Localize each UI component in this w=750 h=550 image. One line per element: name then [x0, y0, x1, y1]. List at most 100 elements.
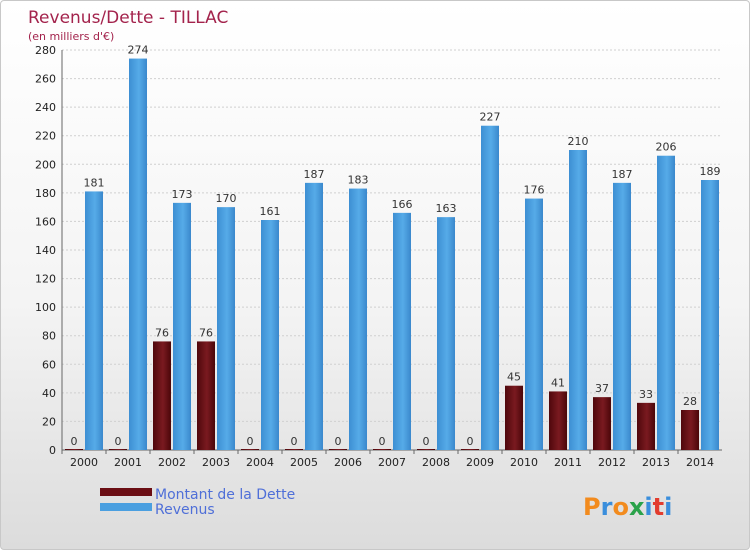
data-labels: 0 181 0 274 76 173 76 170 0 161 0 187 0 183 0 166 0 163 0 2… [71, 44, 721, 448]
bar-revenus [305, 182, 323, 450]
bar-dette [109, 449, 127, 450]
bar-revenus [173, 202, 191, 450]
bar-revenus [349, 188, 367, 451]
label-revenus: 210 [568, 135, 589, 148]
bar-revenus [569, 150, 587, 450]
y-tick-label: 180 [35, 187, 56, 200]
y-tick-label: 240 [35, 101, 56, 114]
label-dette: 0 [379, 435, 386, 448]
bar-dette [285, 449, 303, 450]
x-tick-label: 2007 [378, 456, 406, 469]
bar-revenus [525, 198, 543, 450]
logo-text: Proxiti [583, 493, 672, 521]
x-tick-label: 2001 [114, 456, 142, 469]
y-tick-label: 100 [35, 301, 56, 314]
label-revenus: 206 [656, 141, 677, 154]
x-tick-label: 2014 [686, 456, 714, 469]
y-tick-label: 260 [35, 73, 56, 86]
bar-revenus [481, 125, 499, 450]
label-revenus: 161 [260, 205, 281, 218]
label-dette: 0 [291, 435, 298, 448]
label-revenus: 181 [84, 176, 105, 189]
label-revenus: 227 [480, 111, 501, 124]
legend-label-revenus: Revenus [155, 502, 215, 518]
legend-swatch-dette [100, 488, 152, 496]
bar-revenus [217, 207, 235, 450]
x-tick-label: 2006 [334, 456, 362, 469]
logo-letter: r [601, 493, 613, 521]
bar-revenus [657, 155, 675, 450]
label-revenus: 274 [128, 44, 149, 57]
label-dette: 76 [155, 326, 169, 339]
y-tick-label: 140 [35, 244, 56, 257]
label-dette: 0 [247, 435, 254, 448]
label-revenus: 170 [216, 192, 237, 205]
label-dette: 28 [683, 395, 697, 408]
bar-revenus [701, 180, 719, 450]
bar-dette [65, 449, 83, 450]
bar-dette [329, 449, 347, 450]
x-tick-label: 2000 [70, 456, 98, 469]
label-revenus: 187 [304, 168, 325, 181]
y-tick-label: 40 [42, 387, 56, 400]
bar-dette [461, 449, 479, 450]
y-tick-label: 200 [35, 158, 56, 171]
y-tick-label: 80 [42, 330, 56, 343]
bar-dette [241, 449, 259, 450]
bar-dette [549, 391, 567, 450]
grid [61, 49, 722, 451]
x-tick-label: 2012 [598, 456, 626, 469]
bar-dette [681, 410, 699, 450]
label-revenus: 176 [524, 184, 545, 197]
y-axis-ticks: 0 20 40 60 80 100 120 140 160 180 200 220 240 260 280 [35, 44, 56, 457]
label-revenus: 166 [392, 198, 413, 211]
label-dette: 37 [595, 382, 609, 395]
label-dette: 0 [423, 435, 430, 448]
x-tick-label: 2009 [466, 456, 494, 469]
y-tick-label: 220 [35, 130, 56, 143]
x-tick-label: 2004 [246, 456, 274, 469]
x-tick-label: 2005 [290, 456, 318, 469]
legend: Montant de la Dette Revenus [100, 487, 295, 518]
bar-dette [593, 397, 611, 450]
y-tick-label: 120 [35, 273, 56, 286]
x-tick-label: 2013 [642, 456, 670, 469]
y-tick-label: 280 [35, 44, 56, 57]
logo-letter: i [644, 493, 652, 521]
bar-revenus [393, 212, 411, 450]
chart-subtitle: (en milliers d'€) [28, 30, 114, 43]
proxiti-logo: Proxiti [583, 493, 672, 521]
y-tick-label: 160 [35, 215, 56, 228]
x-tick-label: 2010 [510, 456, 538, 469]
label-dette: 33 [639, 388, 653, 401]
label-dette: 76 [199, 326, 213, 339]
bar-dette [417, 449, 435, 450]
bar-dette [505, 385, 523, 450]
logo-letter: o [612, 493, 629, 521]
label-dette: 41 [551, 376, 565, 389]
label-revenus: 173 [172, 188, 193, 201]
label-dette: 45 [507, 371, 521, 384]
bar-revenus [85, 191, 103, 450]
label-revenus: 187 [612, 168, 633, 181]
legend-swatch-revenus [100, 503, 152, 511]
x-axis-ticks: 2000 2001 2002 2003 2004 2005 2006 2007 2008 2009… [61, 450, 714, 469]
x-tick-label: 2011 [554, 456, 582, 469]
logo-letter: i [664, 493, 672, 521]
bar-dette [153, 341, 171, 450]
label-revenus: 189 [700, 165, 721, 178]
bar-revenus [437, 217, 455, 450]
label-dette: 0 [467, 435, 474, 448]
y-tick-label: 20 [42, 415, 56, 428]
chart-title: Revenus/Dette - TILLAC [28, 8, 228, 28]
bar-revenus [261, 220, 279, 450]
label-revenus: 183 [348, 174, 369, 187]
x-tick-label: 2002 [158, 456, 186, 469]
label-dette: 0 [335, 435, 342, 448]
y-tick-label: 0 [49, 444, 56, 457]
bar-revenus [613, 182, 631, 450]
logo-letter: P [583, 493, 601, 521]
x-tick-label: 2008 [422, 456, 450, 469]
label-dette: 0 [71, 435, 78, 448]
